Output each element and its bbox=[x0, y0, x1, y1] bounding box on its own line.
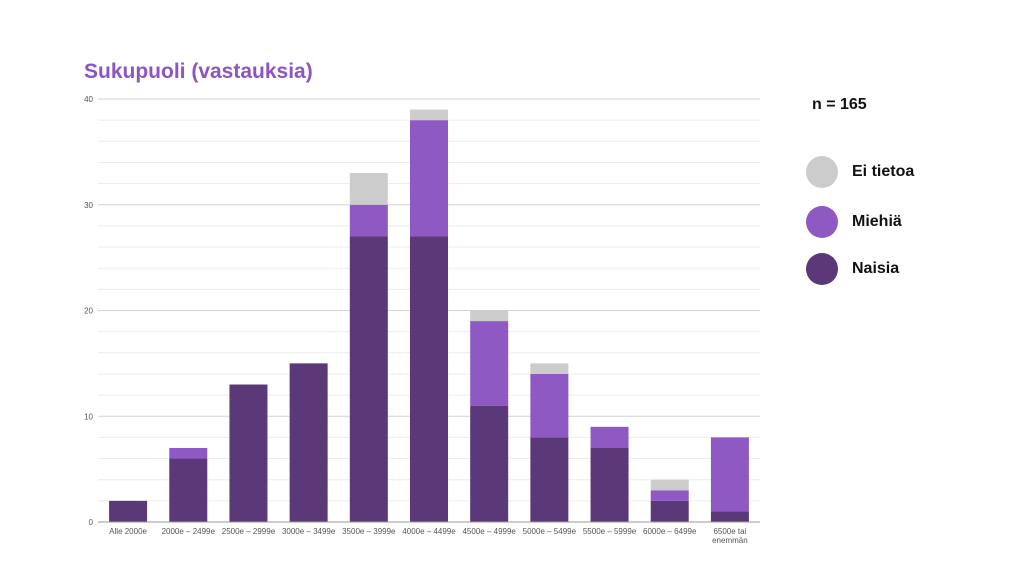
x-tick-label: 3500e – 3999e bbox=[342, 527, 396, 536]
bar-segment-naisia bbox=[710, 511, 749, 522]
bar-segment-naisia bbox=[530, 437, 569, 522]
bar-segment-naisia bbox=[229, 384, 268, 522]
bar-segment-naisia bbox=[470, 405, 509, 522]
bar-segment-miehi bbox=[169, 447, 208, 459]
legend-label: Ei tietoa bbox=[852, 163, 915, 180]
bars bbox=[109, 109, 749, 522]
legend-item-naisia: Naisia bbox=[806, 253, 899, 285]
bar-segment-naisia bbox=[410, 236, 448, 522]
y-tick-label: 20 bbox=[84, 307, 93, 316]
legend-swatch bbox=[806, 156, 838, 188]
x-tick-label: 5000e – 5499e bbox=[523, 527, 577, 536]
y-tick-label: 0 bbox=[89, 518, 94, 527]
x-tick-label: 3000e – 3499e bbox=[282, 527, 336, 536]
x-tick-label: 2500e – 2999e bbox=[222, 527, 276, 536]
legend-label: Naisia bbox=[852, 260, 900, 277]
x-tick-label: enemmän bbox=[712, 536, 748, 545]
x-tick-label: 4000e – 4499e bbox=[402, 527, 456, 536]
bar-segment-eitietoa bbox=[530, 363, 569, 374]
y-tick-label: 40 bbox=[84, 95, 93, 104]
bar-segment-miehi bbox=[650, 490, 689, 501]
x-tick-label: 6500e tai bbox=[713, 527, 746, 536]
bar-segment-miehi bbox=[349, 204, 388, 237]
bar-segment-eitietoa bbox=[470, 310, 509, 322]
bar-segment-naisia bbox=[650, 500, 689, 522]
x-tick-label: 6000e – 6499e bbox=[643, 527, 697, 536]
bar-segment-miehi bbox=[710, 437, 749, 512]
bar-segment-miehi bbox=[590, 426, 629, 448]
y-tick-label: 30 bbox=[84, 201, 93, 210]
y-tick-label: 10 bbox=[84, 412, 93, 421]
legend-item-ei-tietoa: Ei tietoa bbox=[806, 156, 914, 188]
legend-label: Miehiä bbox=[852, 213, 902, 230]
bar-segment-eitietoa bbox=[650, 479, 689, 491]
bar-segment-miehi bbox=[470, 321, 509, 406]
bar-segment-eitietoa bbox=[349, 173, 388, 205]
bar-segment-naisia bbox=[109, 500, 148, 522]
legend-swatch bbox=[806, 253, 838, 285]
bar-segment-miehi bbox=[410, 120, 448, 237]
sample-size-label: n = 165 bbox=[812, 96, 867, 113]
legend-item-miehia: Miehiä bbox=[806, 206, 902, 238]
x-tick-label: 2000e – 2499e bbox=[162, 527, 216, 536]
bar-segment-naisia bbox=[590, 447, 629, 522]
chart-title: Sukupuoli (vastauksia) bbox=[84, 60, 313, 83]
bar-segment-naisia bbox=[349, 236, 388, 522]
legend-swatch bbox=[806, 206, 838, 238]
axes: 0 10 20 30 40 Alle 2000e 2000e – 2499e 2500e – … bbox=[84, 95, 760, 545]
x-tick-label: Alle 2000e bbox=[109, 527, 147, 536]
bar-segment-miehi bbox=[530, 373, 569, 438]
x-tick-label: 5500e – 5999e bbox=[583, 527, 637, 536]
bar-segment-eitietoa bbox=[410, 109, 448, 121]
bar-segment-naisia bbox=[169, 458, 208, 522]
bar-segment-naisia bbox=[289, 363, 328, 522]
x-tick-label: 4500e – 4999e bbox=[462, 527, 516, 536]
